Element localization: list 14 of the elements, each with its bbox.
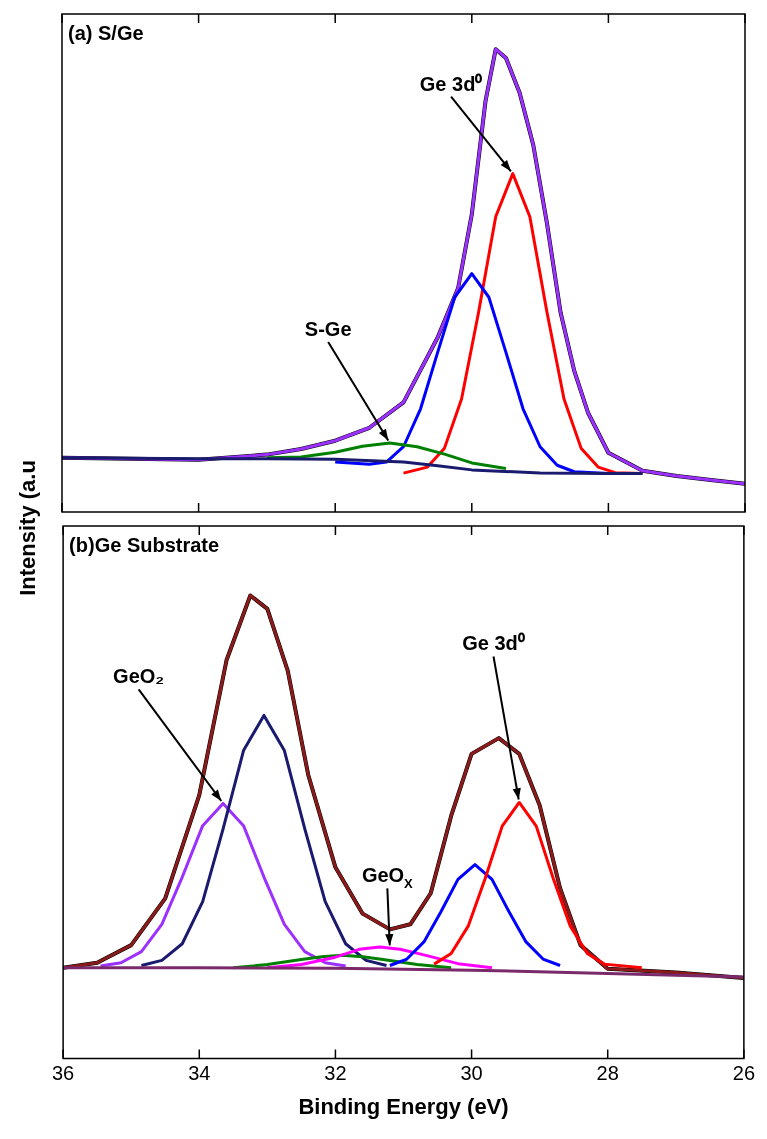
x-tick-label: 28 (596, 1062, 619, 1085)
annotation: Ge 3d⁰ (462, 632, 525, 655)
x-tick-label: 32 (324, 1062, 347, 1085)
annotation: S-Ge (304, 318, 352, 341)
y-axis-title: Intensity (a.u (15, 460, 41, 596)
annotation: Ge 3d⁰ (419, 72, 483, 95)
x-axis-title: Binding Energy (eV) (298, 1093, 509, 1119)
chart-title: (a) S/Ge (68, 22, 144, 44)
x-tick-label: 30 (460, 1062, 483, 1085)
x-tick-label: 34 (188, 1062, 211, 1085)
annotation: GeO₂ (113, 665, 165, 688)
chart-title: (b)Ge Substrate (69, 534, 220, 556)
x-tick-label: 36 (52, 1062, 75, 1085)
x-tick-label: 26 (732, 1062, 755, 1085)
